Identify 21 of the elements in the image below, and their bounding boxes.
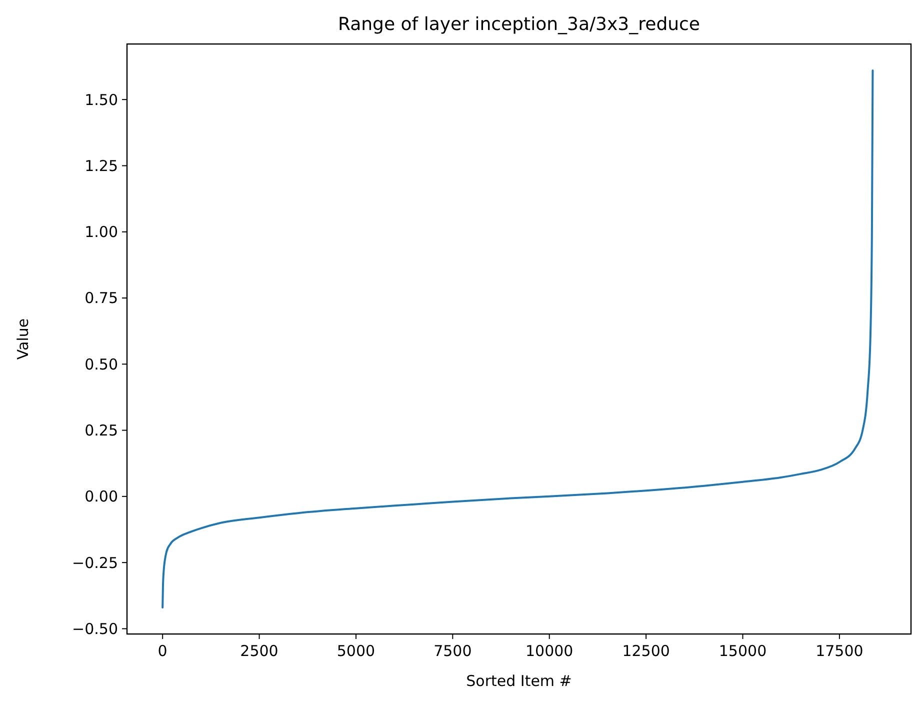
y-axis-title: Value (14, 318, 32, 360)
y-tick-label: −0.50 (72, 620, 118, 638)
y-tick-label: −0.25 (72, 554, 118, 572)
x-tick-label: 0 (158, 642, 168, 660)
line-series (162, 69, 874, 609)
y-tick-label: 1.50 (84, 90, 118, 109)
x-tick-label: 15000 (718, 642, 767, 660)
x-tick-label: 2500 (240, 642, 278, 660)
x-axis-title: Sorted Item # (466, 672, 572, 690)
y-tick-label: 0.75 (84, 289, 118, 308)
x-tick-label: 7500 (434, 642, 472, 660)
y-tick-label: 0.00 (84, 488, 118, 506)
x-tick-label: 12500 (622, 642, 670, 660)
y-tick-label: 0.50 (84, 355, 118, 374)
x-tick-label: 10000 (526, 642, 574, 660)
y-tick-label: 1.25 (84, 156, 118, 175)
x-tick-label: 5000 (336, 642, 376, 660)
chart-title: Range of layer inception_3a/3x3_reduce (338, 14, 700, 35)
y-tick-label: 1.00 (84, 223, 118, 242)
y-tick-label: 0.25 (84, 422, 118, 440)
x-tick-label: 17500 (816, 642, 864, 660)
